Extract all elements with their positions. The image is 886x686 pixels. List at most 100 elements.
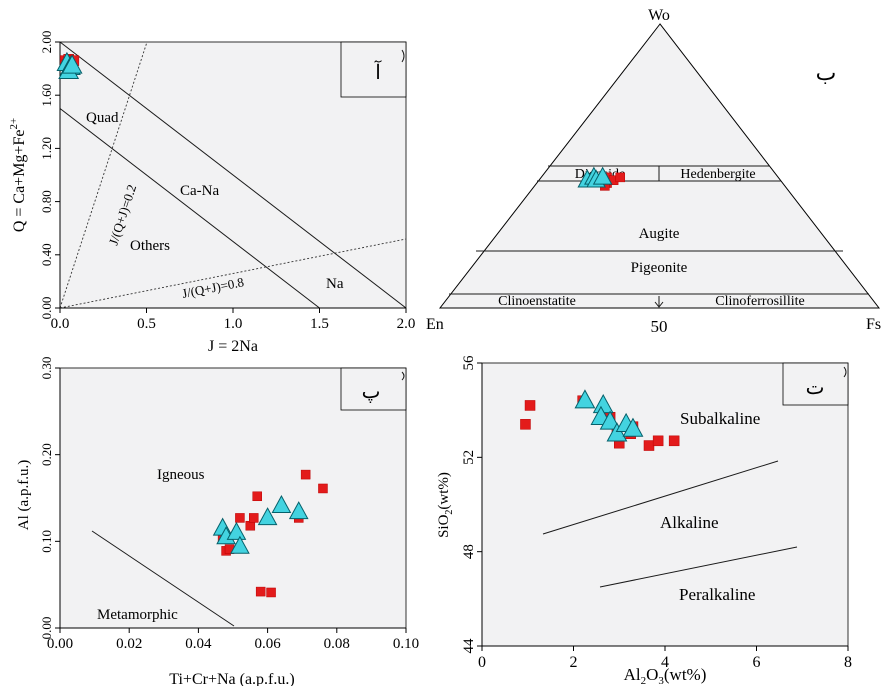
panel-d: Subalkaline Alkaline Peralkaline ت 0 2 4 6 8… bbox=[436, 355, 852, 686]
panel-c-y-ticks: 0.00 0.10 0.20 0.30 bbox=[39, 357, 60, 640]
y-tick-label: 0.00 bbox=[39, 617, 54, 640]
panel-a-y-label: Q = Ca+Mg+Fe2+ bbox=[8, 118, 28, 232]
panel-c-x-label: Ti+Cr+Na (a.p.f.u.) bbox=[169, 671, 294, 686]
y-tick-label: 44 bbox=[461, 638, 477, 654]
data-point-triangle bbox=[230, 535, 250, 554]
panel-d-points bbox=[520, 389, 680, 451]
panel-d-tag-box bbox=[782, 362, 849, 406]
panel-c-points bbox=[212, 469, 328, 598]
data-point-square bbox=[668, 435, 680, 447]
y-tick-label: 48 bbox=[461, 544, 477, 559]
panel-c-y-label: Al (a.p.f.u.) bbox=[16, 460, 32, 530]
ternary-arrow-head bbox=[654, 301, 664, 308]
x-tick-label: 0.06 bbox=[254, 636, 281, 652]
panel-c-tag-mark bbox=[401, 371, 405, 381]
field-label-augite: Augite bbox=[639, 226, 680, 242]
field-label-others: Others bbox=[130, 238, 170, 254]
panel-d-x-ticks: 0 2 4 6 8 bbox=[478, 646, 852, 671]
panel-d-tag: ت bbox=[806, 377, 825, 399]
panel-a-points bbox=[56, 51, 83, 79]
x-tick-label: 0.02 bbox=[116, 636, 142, 652]
data-point-square bbox=[235, 513, 245, 523]
data-point-triangle bbox=[288, 501, 309, 520]
x-tick-label: 0.00 bbox=[47, 636, 73, 652]
field-label-alkaline: Alkaline bbox=[660, 513, 719, 532]
y-tick-label: 0.40 bbox=[39, 243, 54, 266]
y-tick-label: 0.10 bbox=[39, 530, 54, 553]
data-point-square bbox=[520, 419, 531, 430]
panel-a-tag: آ bbox=[374, 60, 382, 84]
y-tick-label: 52 bbox=[461, 450, 477, 465]
ternary-point-triangle bbox=[592, 166, 613, 185]
data-point-triangle bbox=[226, 521, 247, 540]
panel-a-tag-box bbox=[340, 41, 407, 98]
field-label-quad: Quad bbox=[86, 110, 119, 126]
ratio-line-0.2 bbox=[59, 41, 148, 309]
x-tick-label: 0.0 bbox=[51, 316, 70, 332]
x-tick-label: 0.08 bbox=[324, 636, 350, 652]
data-point-triangle bbox=[257, 507, 278, 526]
field-label-igneous: Igneous bbox=[157, 467, 205, 483]
panel-d-x-label: Al2O3(wt%) bbox=[624, 665, 707, 686]
quad-cana-boundary bbox=[59, 41, 407, 309]
data-point-square bbox=[252, 491, 262, 502]
apex-label-wo: Wo bbox=[648, 7, 670, 24]
field-label-cana: Ca-Na bbox=[180, 183, 219, 199]
igneous-metamorphic-boundary bbox=[91, 530, 235, 627]
data-point-square bbox=[652, 435, 664, 447]
panel-a-y-ticks: 0.00 0.40 0.80 1.20 1.60 2.00 bbox=[39, 31, 60, 320]
data-point-triangle bbox=[599, 410, 621, 430]
data-point-triangle bbox=[606, 422, 628, 442]
field-label-pigeonite: Pigeonite bbox=[631, 260, 688, 276]
x-tick-label: 1.5 bbox=[310, 316, 329, 332]
x-tick-label: 0.5 bbox=[137, 316, 156, 332]
data-point-triangle bbox=[622, 417, 644, 437]
field-label-metamorphic: Metamorphic bbox=[97, 607, 178, 623]
y-tick-label: 0.30 bbox=[39, 357, 54, 380]
y-tick-label: 0.80 bbox=[39, 190, 54, 213]
x-tick-label: 1.0 bbox=[224, 316, 243, 332]
panel-b-points bbox=[577, 166, 625, 191]
panel-b: Diopside Hedenbergite Augite Pigeonite C… bbox=[426, 7, 881, 336]
y-tick-label: 56 bbox=[461, 355, 477, 371]
x-tick-label: 4 bbox=[661, 654, 669, 671]
ratio-line-0.8 bbox=[59, 238, 407, 309]
y-tick-label: 2.00 bbox=[39, 31, 54, 54]
ternary-base-tick: 50 bbox=[651, 317, 668, 336]
y-tick-label: 1.60 bbox=[39, 84, 54, 107]
x-tick-label: 0.04 bbox=[185, 636, 212, 652]
y-tick-label: 0.00 bbox=[39, 297, 54, 320]
panel-a-x-ticks: 0.0 0.5 1.0 1.5 2.0 bbox=[51, 308, 416, 332]
data-point-square bbox=[249, 513, 259, 523]
panel-c-tag: پ bbox=[362, 381, 381, 403]
apex-label-fs: Fs bbox=[866, 316, 881, 333]
panel-a-tag-mark bbox=[401, 49, 405, 63]
apex-label-en: En bbox=[426, 316, 444, 333]
panel-c-x-ticks: 0.00 0.02 0.04 0.06 0.08 0.10 bbox=[47, 628, 419, 652]
field-label-subalkaline: Subalkaline bbox=[680, 409, 760, 428]
x-tick-label: 0.10 bbox=[393, 636, 419, 652]
panel-c: Igneous Metamorphic پ 0.00 0.02 0.04 0.06 0.… bbox=[16, 357, 419, 686]
x-tick-label: 0 bbox=[478, 654, 486, 671]
x-tick-label: 8 bbox=[844, 654, 852, 671]
data-point-triangle bbox=[271, 495, 292, 514]
panel-d-y-ticks: 44 48 52 56 bbox=[461, 355, 482, 654]
data-point-square bbox=[255, 586, 266, 597]
data-point-square bbox=[318, 483, 328, 494]
alkaline-peralkaline-boundary bbox=[599, 546, 798, 588]
panel-d-tag-mark bbox=[843, 366, 847, 378]
panel-d-y-label: SiO2(wt%) bbox=[436, 472, 455, 538]
panel-d-frame bbox=[481, 362, 849, 647]
subalkaline-alkaline-boundary bbox=[542, 460, 779, 535]
cana-na-boundary bbox=[59, 108, 320, 309]
panel-a: Quad Ca-Na Others Na J/(Q+J)=0.2 J/(Q+J)… bbox=[8, 31, 415, 355]
data-point-square bbox=[643, 440, 655, 451]
x-tick-label: 6 bbox=[753, 654, 761, 671]
panel-c-tag-box bbox=[340, 367, 407, 411]
data-point-square bbox=[300, 469, 311, 480]
field-label-na: Na bbox=[326, 276, 344, 292]
panel-b-tag: ب bbox=[816, 60, 837, 85]
x-tick-label: 2.0 bbox=[397, 316, 416, 332]
field-label-clinoferrosillite: Clinoferrosillite bbox=[715, 294, 804, 309]
